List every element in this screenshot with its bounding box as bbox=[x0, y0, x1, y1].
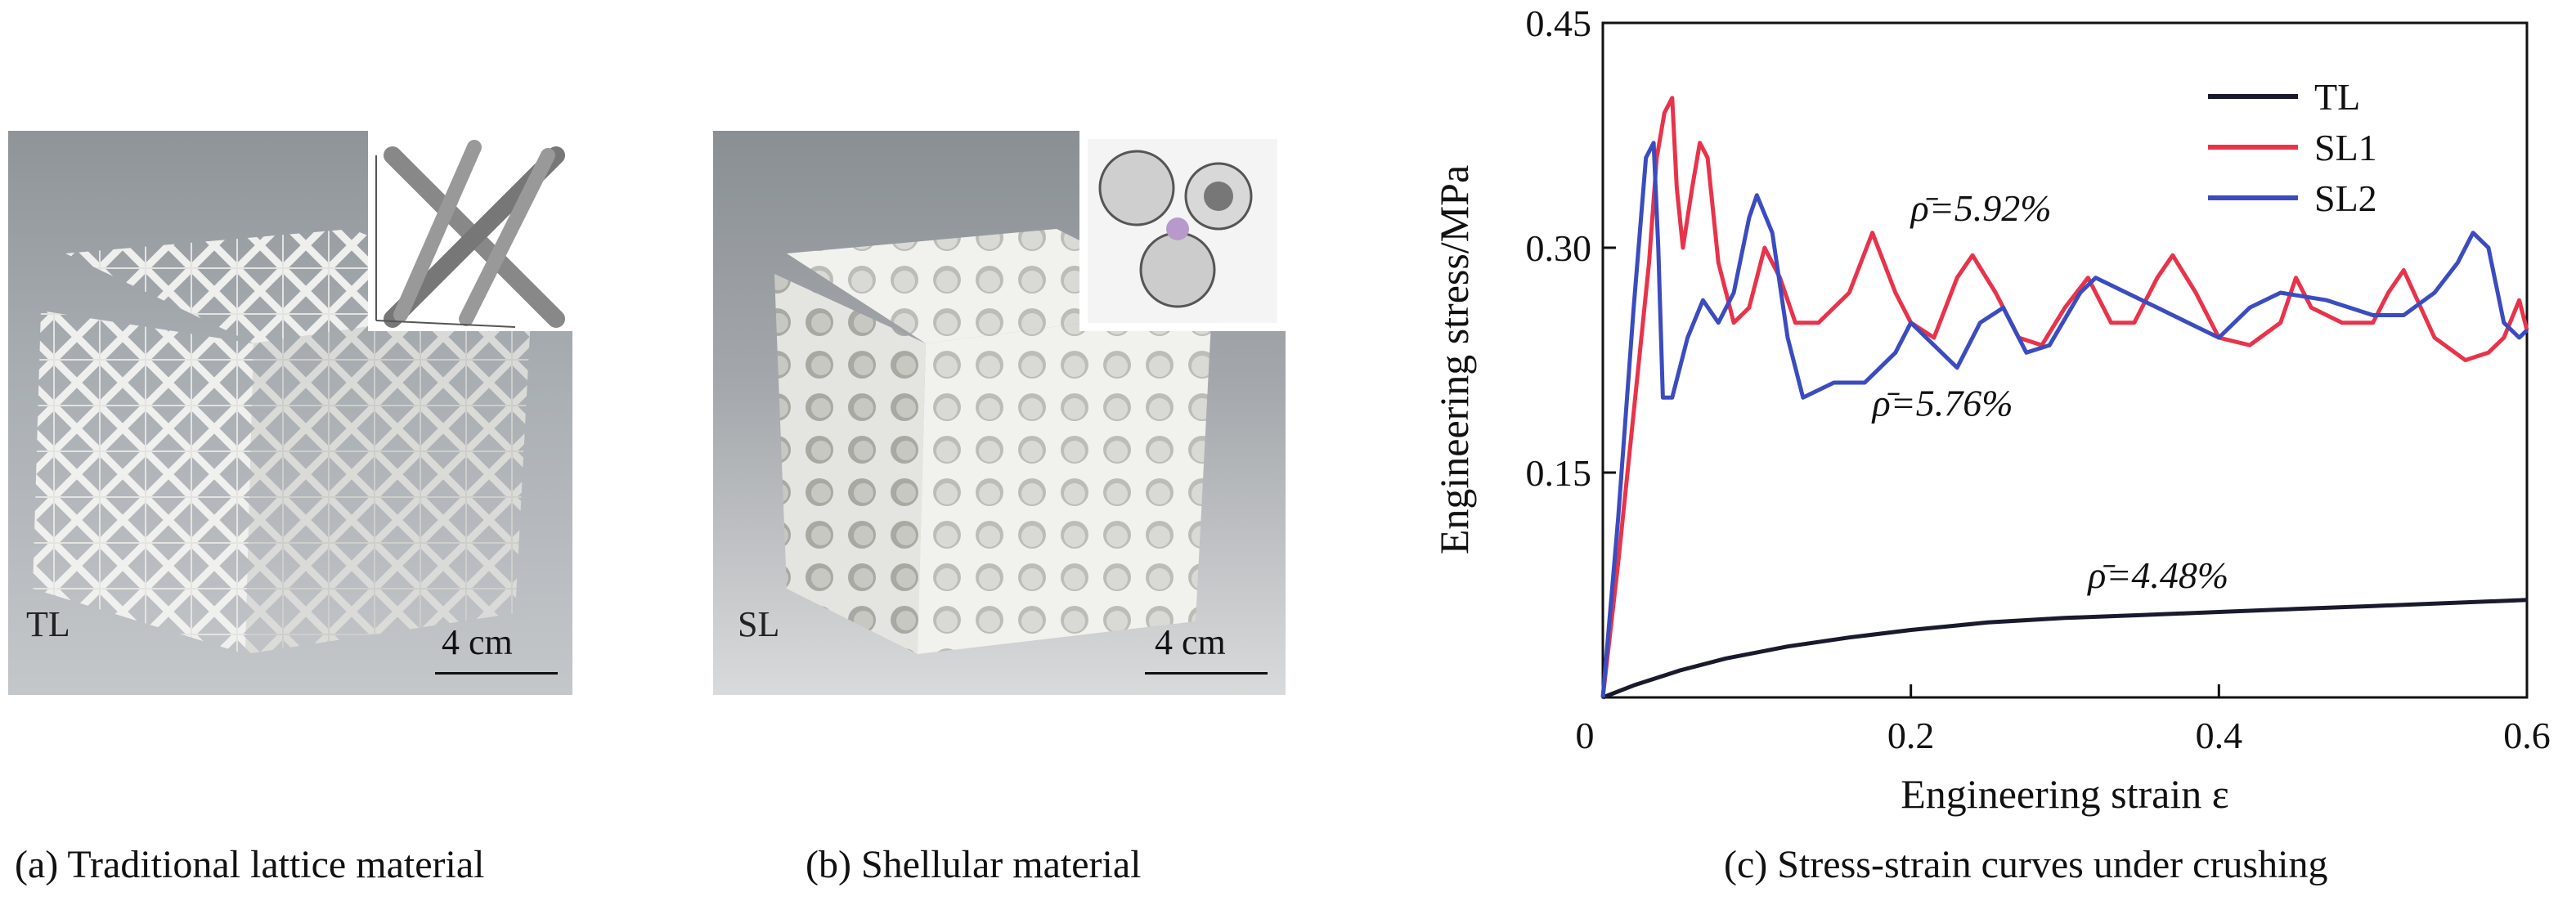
axis-ticks: 0 0.2 0.4 0.6 0.15 0.30 0.45 bbox=[1526, 2, 2551, 756]
sl-shellular-drawing bbox=[774, 229, 1212, 654]
panel-a-tag: TL bbox=[26, 604, 70, 644]
legend-label-sl2: SL2 bbox=[2314, 177, 2377, 219]
panel-b-scale-label: 4 cm bbox=[1155, 622, 1226, 662]
x-tick-label: 0.6 bbox=[2503, 715, 2551, 756]
sl-unit-cell-drawing bbox=[1088, 139, 1277, 323]
panel-b-scale-bar bbox=[1145, 672, 1268, 675]
panel-b-tag: SL bbox=[738, 604, 780, 644]
stress-strain-chart: 0 0.2 0.4 0.60.150.300.45 ρ̄=5.92%ρ̄=5.76%ρ… bbox=[1431, 2, 2551, 817]
x-tick-label: 0.2 bbox=[1887, 715, 1935, 756]
density-annotation: ρ̄=4.48% bbox=[2086, 554, 2228, 596]
legend-label-sl1: SL1 bbox=[2314, 127, 2377, 168]
x-axis-label: Engineering strain ε bbox=[1901, 771, 2228, 817]
x-tick-label: 0.4 bbox=[2196, 715, 2243, 756]
y-tick-label: 0.15 bbox=[1526, 452, 1592, 494]
density-annotation: ρ̄=5.92% bbox=[1910, 187, 2052, 229]
tl-unit-cell-inset bbox=[368, 131, 572, 331]
y-tick-label: 0.45 bbox=[1526, 2, 1592, 44]
x-tick-label: 0 bbox=[1576, 715, 1595, 756]
y-axis-label: Engineering stress/MPa bbox=[1431, 165, 1477, 554]
series-line-tl bbox=[1602, 598, 2528, 700]
panel-a-scale-bar bbox=[435, 672, 558, 675]
caption-c: (c) Stress-strain curves under crushing bbox=[1724, 843, 2328, 886]
plot-frame bbox=[1601, 21, 2529, 699]
sl-unit-cell-inset bbox=[1079, 131, 1286, 331]
density-annotations: ρ̄=5.92% ρ̄=5.76% ρ̄=4.48% bbox=[1871, 187, 2229, 596]
panel-a-scale-label: 4 cm bbox=[442, 622, 513, 662]
density-annotation: ρ̄=5.76% bbox=[1871, 382, 2013, 424]
tl-lattice-photo: TL 4 cm bbox=[8, 131, 572, 695]
tl-unit-cell-drawing bbox=[375, 140, 565, 328]
y-tick-label: 0.30 bbox=[1526, 227, 1592, 269]
series-line-sl2 bbox=[1600, 141, 2529, 698]
caption-a: (a) Traditional lattice material bbox=[15, 843, 485, 886]
legend-label-tl: TL bbox=[2314, 76, 2360, 118]
series-lines bbox=[1600, 96, 2529, 700]
caption-b: (b) Shellular material bbox=[806, 843, 1142, 886]
series-line-sl1 bbox=[1600, 96, 2529, 698]
sl-shellular-photo: SL 4 cm bbox=[713, 131, 1286, 695]
legend: TL SL1 SL2 bbox=[2208, 76, 2377, 219]
